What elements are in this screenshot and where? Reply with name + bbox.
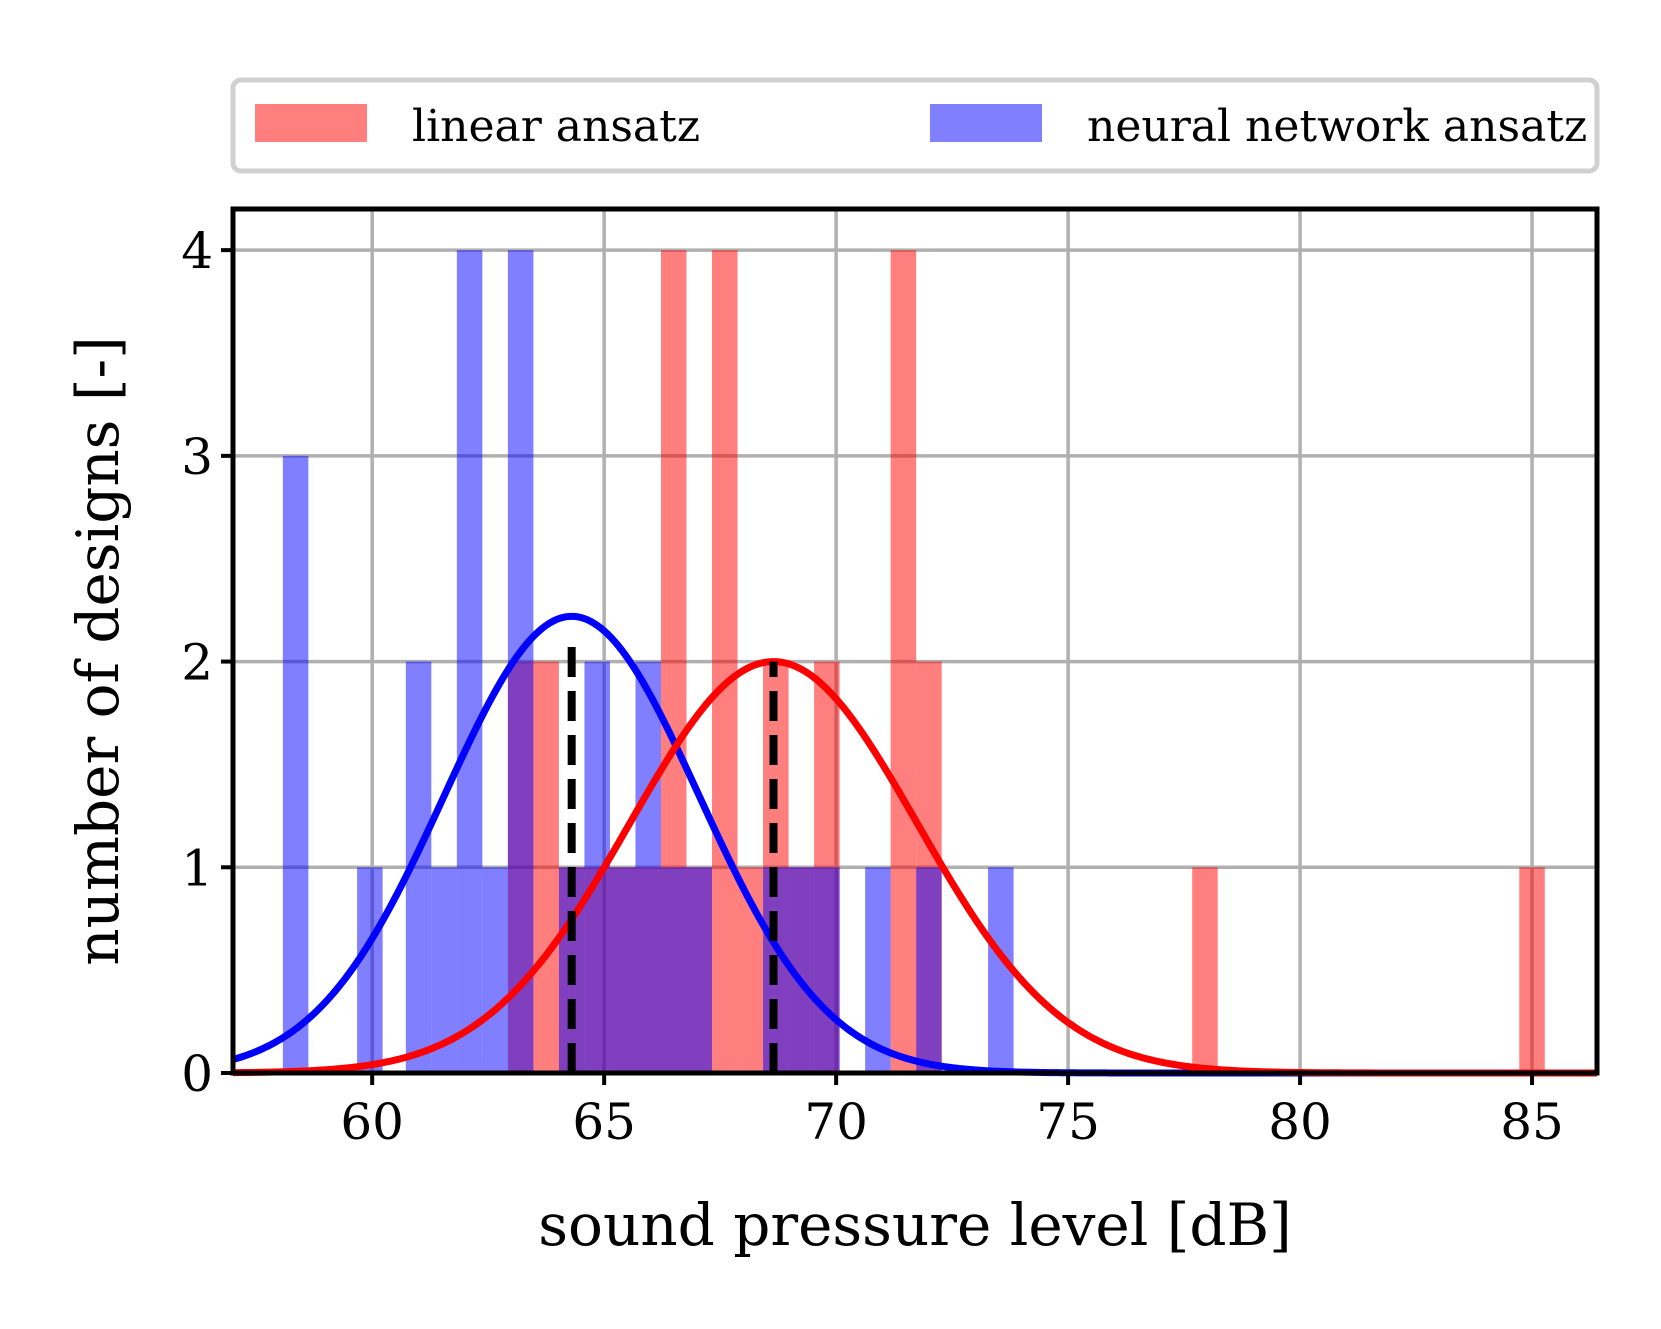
legend-swatch-linear: [255, 104, 367, 142]
bar-neural: [814, 867, 840, 1073]
y-tick-label: 1: [181, 839, 213, 897]
axis-ticks: 60 65 70 75 80 85 0 1 2 3 4: [181, 222, 1564, 1151]
bar-linear: [1192, 867, 1218, 1073]
bar-neural: [609, 867, 636, 1073]
histogram-bars: [282, 250, 1545, 1074]
y-tick-label: 2: [181, 634, 213, 692]
bar-neural: [282, 455, 309, 1073]
bar-linear: [1519, 867, 1545, 1073]
legend-swatch-neural: [930, 104, 1042, 142]
legend-label-linear: linear ansatz: [412, 101, 700, 152]
x-tick-label: 70: [804, 1093, 868, 1151]
bar-neural: [635, 661, 661, 1073]
bar-neural: [456, 250, 483, 1074]
bar-neural: [686, 867, 713, 1073]
bar-linear: [890, 250, 917, 1074]
mean-lines: [567, 636, 778, 1073]
x-tick-label: 65: [572, 1093, 636, 1151]
legend: linear ansatz neural network ansatz: [230, 77, 1600, 174]
x-tick-label: 75: [1036, 1093, 1100, 1151]
x-axis-label: sound pressure level [dB]: [538, 1191, 1291, 1259]
y-axis-label: number of designs [-]: [64, 336, 132, 965]
bar-neural: [916, 867, 942, 1073]
x-tick-label: 60: [340, 1093, 404, 1151]
bar-linear: [533, 661, 559, 1073]
x-tick-label: 85: [1500, 1093, 1564, 1151]
bar-neural: [357, 867, 383, 1073]
bar-neural: [660, 867, 687, 1073]
bar-neural: [865, 867, 891, 1073]
bar-neural: [482, 867, 508, 1073]
legend-box: [230, 77, 1600, 174]
x-tick-label: 80: [1268, 1093, 1332, 1151]
y-tick-label: 3: [181, 428, 213, 486]
legend-label-neural: neural network ansatz: [1087, 101, 1587, 152]
y-tick-label: 4: [181, 222, 213, 280]
y-tick-label: 0: [181, 1045, 213, 1103]
bar-linear: [712, 250, 738, 1074]
plot-frame: [230, 206, 1600, 1076]
